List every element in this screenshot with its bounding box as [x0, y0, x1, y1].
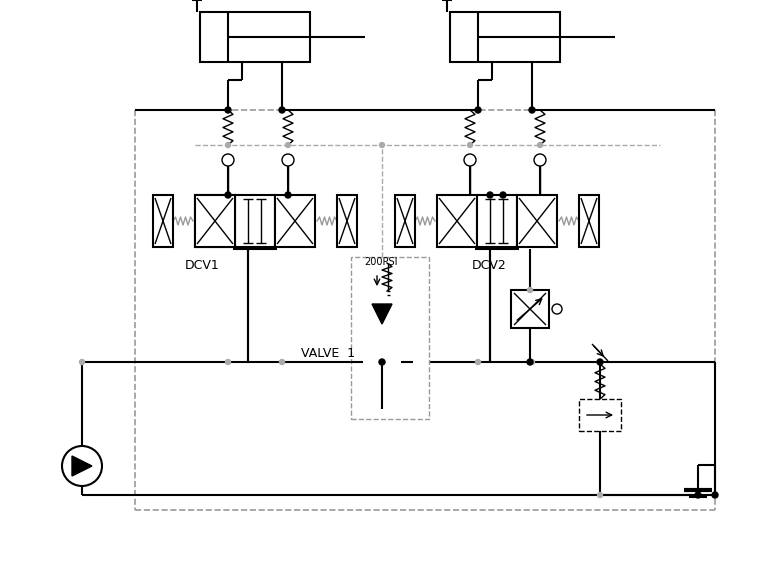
Bar	[395, 195, 415, 247]
Bar	[363, 295, 401, 333]
Polygon shape	[372, 304, 392, 324]
Circle shape	[380, 142, 384, 148]
Bar	[579, 195, 599, 247]
Bar	[579, 399, 621, 431]
Circle shape	[527, 359, 533, 365]
Circle shape	[529, 107, 535, 113]
Circle shape	[598, 360, 602, 365]
Circle shape	[79, 360, 85, 365]
Bar	[477, 195, 517, 247]
Circle shape	[712, 492, 718, 498]
Bar	[153, 195, 173, 247]
Bar	[437, 195, 477, 247]
Circle shape	[226, 360, 230, 365]
Bar	[450, 12, 560, 62]
Bar	[235, 195, 275, 247]
Circle shape	[286, 142, 290, 148]
Circle shape	[282, 154, 294, 166]
Circle shape	[475, 107, 481, 113]
Circle shape	[279, 107, 285, 113]
Circle shape	[285, 192, 291, 198]
Circle shape	[552, 304, 562, 314]
Circle shape	[280, 360, 284, 365]
Circle shape	[225, 192, 231, 198]
Bar	[363, 333, 401, 371]
Bar	[275, 195, 315, 247]
Bar	[511, 290, 549, 328]
Text: DCV1: DCV1	[185, 259, 219, 272]
Text: 200PSI: 200PSI	[364, 257, 397, 267]
Bar	[195, 195, 235, 247]
Circle shape	[225, 107, 231, 113]
Bar	[195, 195, 235, 247]
Circle shape	[226, 142, 230, 148]
Circle shape	[695, 492, 701, 498]
Circle shape	[380, 360, 384, 365]
Circle shape	[597, 359, 603, 365]
Circle shape	[222, 154, 234, 166]
Text: VALVE  1: VALVE 1	[301, 347, 355, 360]
Circle shape	[379, 359, 385, 365]
Circle shape	[464, 154, 476, 166]
Circle shape	[467, 142, 473, 148]
Circle shape	[500, 192, 506, 198]
Circle shape	[487, 192, 493, 198]
Circle shape	[537, 142, 543, 148]
Bar	[363, 371, 401, 409]
Text: DCV2: DCV2	[472, 259, 507, 272]
Polygon shape	[72, 456, 92, 476]
Circle shape	[598, 493, 602, 498]
Circle shape	[530, 360, 534, 365]
Bar	[200, 12, 310, 62]
Circle shape	[527, 287, 533, 292]
Circle shape	[534, 154, 546, 166]
Bar	[351, 257, 429, 419]
Bar	[517, 195, 557, 247]
Bar	[337, 195, 357, 247]
Circle shape	[476, 360, 480, 365]
Circle shape	[62, 446, 102, 486]
